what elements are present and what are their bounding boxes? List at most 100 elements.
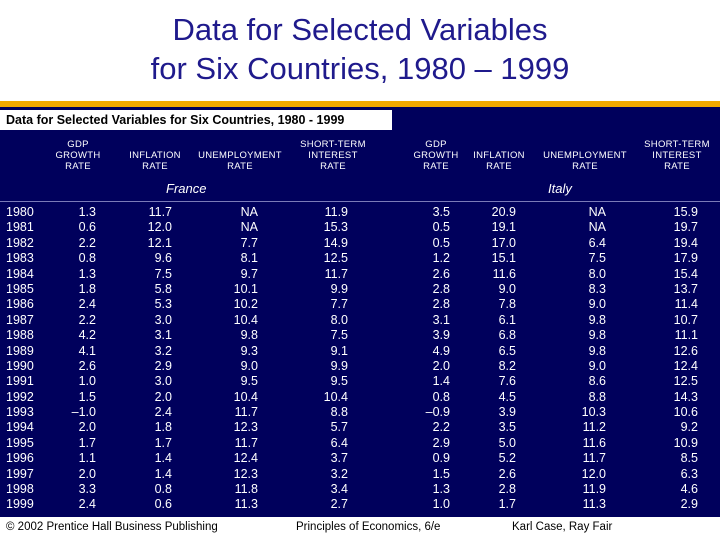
table-cell: 7.6 [498,374,516,389]
table-cell: 3.9 [432,328,450,343]
table-cell: 8.3 [588,281,606,296]
table-cell: 9.0 [498,281,516,296]
table-cell: 9.8 [588,312,606,327]
table-cell: 1999 [6,497,34,512]
table-cell: 7.7 [330,297,348,312]
table-cell: 1.7 [498,497,516,512]
italy-gdp-column: 3.5 0.5 0.5 1.2 2.6 2.8 2.8 3.1 3.9 4.9 2.0 1.4 0.8–… [400,205,450,513]
france-gdp-column: 1.3 0.6 2.2 0.8 1.3 1.8 2.4 2.2 4.2 4.1 2.6 1.0 1.5–… [50,205,96,513]
france-inflation-column: 11.7 12.0 12.1 9.6 7.5 5.8 5.3 3.0 3.1 3.2 2.9 3.0 2… [120,205,172,513]
table-cell: 9.0 [240,358,258,373]
table-cell: 12.6 [673,343,698,358]
table-cell: 11.9 [582,482,606,497]
table-cell: 12.0 [147,220,172,235]
table-cell: 6.1 [498,312,516,327]
table-cell: 1995 [6,435,34,450]
table-cell: 12.5 [673,374,698,389]
table-cell: 1985 [6,281,34,296]
table-cell: 3.3 [78,482,96,497]
table-cell: 7.8 [498,297,516,312]
table-cell: 2.4 [154,405,172,420]
table-cell: 1.4 [432,374,450,389]
table-cell: 0.5 [432,235,450,250]
table-cell: 1980 [6,205,34,219]
table-cell: 1.8 [154,420,172,435]
table-cell: 1991 [6,374,34,389]
france-header-inflation: INFLATION RATE [129,150,181,172]
table-cell: 1.0 [78,374,96,389]
table-cell: 5.2 [498,451,516,466]
table-cell: 19.7 [673,220,698,235]
table-cell: 1993 [6,405,34,420]
italy-header-interest: SHORT-TERM INTEREST RATE [644,139,710,172]
table-cell: 1.4 [154,451,172,466]
table-cell: 1989 [6,343,34,358]
table-cell: 1994 [6,420,34,435]
table-cell: 1983 [6,251,34,266]
table-cell: 1986 [6,297,34,312]
table-cell: 2.9 [154,358,172,373]
table-cell: NA [240,220,258,235]
table-cell: 0.6 [78,220,96,235]
table-cell: 10.9 [673,435,698,450]
table-cell: 13.7 [673,281,698,296]
table-cell: 14.9 [323,235,348,250]
table-cell: 6.4 [330,435,348,450]
table-cell: 2.2 [78,235,96,250]
table-cell: 1988 [6,328,34,343]
table-cell: 1.0 [432,497,450,512]
table-cell: 1.1 [78,451,96,466]
table-cell: 2.6 [498,466,516,481]
table-cell: 1.7 [78,435,96,450]
table-cell: 2.0 [78,420,96,435]
table-cell: 11.3 [234,497,258,512]
table-cell: 12.4 [233,451,258,466]
table-cell: 1998 [6,482,34,497]
table-cell: –1.0 [71,405,96,420]
table-cell: 12.1 [147,235,172,250]
table-cell: 3.7 [330,451,348,466]
table-cell: 0.6 [154,497,172,512]
table-cell: 14.3 [673,389,698,404]
table-cell: 3.2 [330,466,348,481]
table-cell: 10.1 [233,281,258,296]
country-label-italy: Italy [548,181,572,196]
table-cell: 0.8 [78,251,96,266]
table-cell: 12.4 [673,358,698,373]
table-cell: 9.7 [240,266,258,281]
table-cell: 9.9 [330,358,348,373]
table-cell: 10.4 [323,389,348,404]
table-cell: 9.8 [588,328,606,343]
table-cell: 3.5 [498,420,516,435]
table-cell: 9.5 [240,374,258,389]
table-cell: 6.4 [588,235,606,250]
table-cell: 8.8 [588,389,606,404]
table-cell: 9.6 [154,251,172,266]
table-cell: 15.1 [491,251,516,266]
france-unemployment-column: NA NA 7.7 8.1 9.7 10.1 10.2 10.4 9.8 9.3 9.0 9.5 10.… [210,205,258,513]
table-cell: 4.1 [78,343,96,358]
table-cell: 8.1 [240,251,258,266]
france-header-unemployment: UNEMPLOYMENT RATE [198,150,282,172]
table-cell: 1.3 [78,266,96,281]
table-cell: 19.1 [491,220,516,235]
france-header-gdp: GDP GROWTH RATE [55,139,101,172]
table-cell: 1.2 [432,251,450,266]
table-cell: 3.1 [154,328,172,343]
table-cell: 19.4 [673,235,698,250]
table-cell: 17.0 [491,235,516,250]
table-cell: 2.4 [78,297,96,312]
table-cell: 0.8 [432,389,450,404]
table-cell: 1990 [6,358,34,373]
table-cell: 2.2 [432,420,450,435]
table-cell: 2.0 [154,389,172,404]
table-cell: 10.4 [233,389,258,404]
table-cell: 7.5 [588,251,606,266]
table-cell: 5.0 [498,435,516,450]
table-cell: 2.9 [680,497,698,512]
table-cell: 1.3 [432,482,450,497]
table-cell: 1.5 [432,466,450,481]
table-cell: 3.1 [432,312,450,327]
table-caption: Data for Selected Variables for Six Coun… [0,110,392,130]
table-cell: 11.2 [582,420,606,435]
